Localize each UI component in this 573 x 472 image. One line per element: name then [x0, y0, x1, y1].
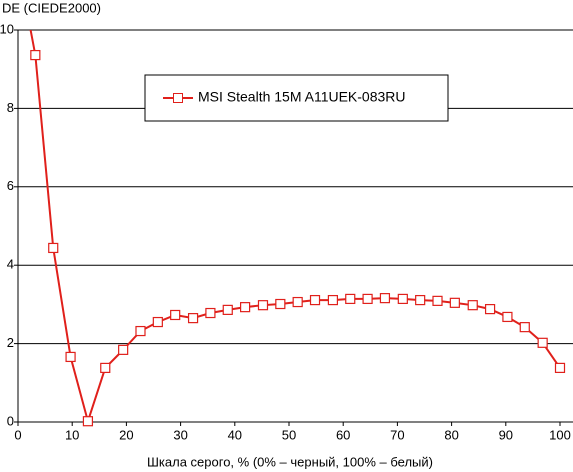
legend — [144, 74, 449, 122]
marker — [118, 344, 129, 355]
marker — [484, 304, 496, 315]
y-tick-label: 10 — [0, 21, 14, 36]
y-tick-label: 8 — [7, 100, 14, 115]
marker — [205, 307, 216, 319]
marker — [65, 351, 76, 363]
marker — [397, 293, 408, 305]
legend-marker — [173, 93, 183, 103]
legend-label: MSI Stealth 15M A11UEK-083RU — [198, 89, 406, 105]
marker — [554, 362, 566, 374]
marker — [362, 293, 373, 305]
line — [29, 30, 561, 425]
marker — [170, 309, 181, 321]
marker — [135, 325, 146, 337]
x-tick-label: 40 — [228, 427, 242, 442]
marker — [502, 311, 513, 323]
marker — [48, 242, 59, 254]
marker — [379, 293, 391, 304]
x-tick-label: 60 — [336, 427, 350, 442]
x-tick-label: 0 — [14, 427, 21, 442]
y-tick-label: 6 — [7, 178, 14, 193]
marker — [415, 294, 426, 306]
marker — [467, 300, 478, 311]
x-tick-label: 80 — [444, 427, 458, 442]
marker — [449, 297, 460, 308]
marker — [30, 49, 41, 61]
marker — [327, 294, 339, 306]
marker — [257, 300, 269, 311]
series — [29, 30, 566, 427]
marker — [292, 296, 303, 308]
marker — [152, 316, 163, 328]
marker — [222, 304, 233, 315]
x-tick-label: 50 — [282, 427, 296, 442]
marker — [100, 362, 111, 374]
marker — [187, 313, 199, 324]
y-tick-label: 4 — [7, 257, 14, 272]
y-tick-label: 0 — [7, 413, 14, 428]
x-tick-label: 90 — [499, 427, 513, 442]
marker — [519, 322, 530, 333]
marker — [275, 298, 286, 310]
marker — [309, 294, 321, 306]
marker — [82, 416, 94, 427]
x-axis-title: Шкала серого, % (0% – черный, 100% – бел… — [147, 454, 433, 469]
x-tick-label: 70 — [390, 427, 404, 442]
marker — [239, 302, 251, 313]
x-tick-label: 20 — [119, 427, 133, 442]
x-tick-label: 10 — [65, 427, 79, 442]
x-tick-label: 30 — [173, 427, 187, 442]
marker — [345, 293, 356, 305]
y-axis-title: DE (CIEDE2000) — [2, 0, 101, 15]
x-tick-label: 100 — [549, 427, 571, 442]
y-tick-label: 2 — [7, 335, 14, 350]
marker — [537, 337, 548, 348]
marker — [432, 295, 443, 306]
